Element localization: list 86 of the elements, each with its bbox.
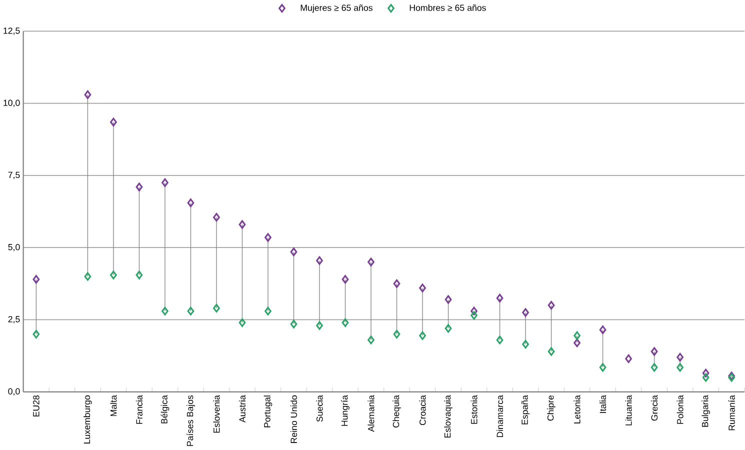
point (368, 258, 374, 267)
point (290, 248, 298, 256)
point (548, 347, 555, 356)
point (84, 90, 92, 100)
point (136, 182, 143, 192)
point (264, 306, 272, 316)
point (290, 320, 298, 329)
x-tick-label: Rumanía (728, 395, 735, 430)
point (368, 336, 374, 344)
point (676, 363, 684, 372)
x-tick-label: Croacia (419, 395, 426, 426)
point (470, 306, 478, 316)
point (213, 213, 220, 222)
x-tick-label: Bélgica (160, 395, 170, 424)
point (187, 306, 194, 316)
point (238, 220, 246, 230)
point (393, 280, 400, 288)
x-tick-label: Francia (136, 395, 142, 424)
legend-label: Hombres ≥ 65 años (410, 4, 486, 12)
x-tick-label: Portugal (264, 396, 272, 428)
point (136, 270, 143, 280)
point (625, 354, 632, 364)
point (548, 301, 555, 310)
point (470, 311, 478, 320)
x-tick-label: Luxemburgo (84, 396, 92, 444)
x-tick-label: Austria (238, 395, 246, 423)
x-tick-label: España (521, 395, 530, 424)
point (32, 330, 40, 339)
point (316, 256, 323, 266)
point (419, 331, 426, 340)
point (342, 318, 349, 328)
point (676, 353, 684, 362)
point (187, 198, 194, 208)
point (522, 308, 529, 318)
point (496, 294, 504, 303)
x-tick-label: Estonia (470, 395, 478, 424)
point (110, 118, 117, 127)
point (574, 338, 580, 348)
point (419, 284, 426, 293)
x-tick-label: Malta (110, 395, 117, 416)
y-tick-label: 5,0 (8, 244, 20, 252)
point (599, 326, 606, 334)
point (444, 295, 452, 304)
point (702, 368, 710, 378)
y-tick-label: 0,0 (8, 388, 20, 396)
point (574, 331, 580, 340)
y-tick-label: 10,0 (4, 100, 20, 108)
point (316, 321, 323, 330)
point (110, 270, 117, 280)
point (650, 363, 658, 372)
point (32, 275, 40, 284)
point (496, 336, 504, 344)
x-tick-label: EU28 (33, 396, 40, 417)
x-tick-label: Grecia (651, 395, 658, 421)
point (162, 178, 168, 188)
point (599, 363, 606, 372)
point (213, 304, 220, 313)
x-tick-label: Alemania (368, 395, 374, 432)
x-tick-label: Chipre (547, 396, 556, 421)
point (162, 306, 168, 316)
point (342, 275, 349, 284)
x-tick-label: Italia (600, 395, 606, 414)
x-tick-label: Polonia (676, 395, 684, 424)
point (393, 330, 400, 339)
x-tick-label: Eslovaquia (444, 395, 452, 438)
point (702, 373, 710, 382)
point (522, 340, 529, 349)
x-tick-label: Dinamarca (496, 395, 504, 438)
x-tick-label: Reino Unido (290, 396, 297, 444)
x-tick-label: Bulgaria (702, 395, 710, 427)
point (238, 318, 246, 328)
x-tick-label: Países Bajos (186, 396, 195, 446)
x-tick-label: Eslovenia (213, 395, 220, 433)
legend-label: Mujeres ≥ 65 años (300, 4, 372, 13)
point (84, 272, 92, 281)
x-tick-label: Hungría (341, 395, 350, 426)
point (264, 233, 272, 242)
x-tick-label: Letonia (574, 395, 580, 424)
y-tick-label: 12,5 (4, 28, 20, 36)
point (444, 324, 452, 333)
point (650, 347, 658, 356)
y-tick-label: 2,5 (8, 316, 20, 324)
x-tick-label: Chequia (392, 395, 401, 428)
y-tick-label: 7,5 (8, 172, 20, 180)
x-tick-label: Suecia (316, 395, 323, 422)
x-tick-label: Lituania (625, 395, 632, 426)
